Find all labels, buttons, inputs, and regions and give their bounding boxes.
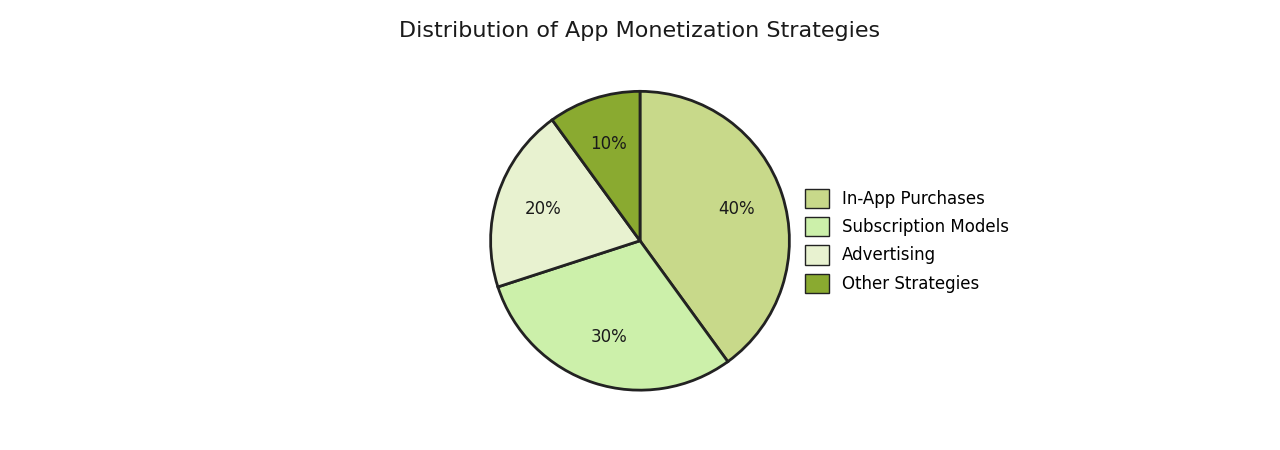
Text: 40%: 40% [718, 200, 755, 218]
Title: Distribution of App Monetization Strategies: Distribution of App Monetization Strateg… [399, 21, 881, 41]
Wedge shape [490, 120, 640, 287]
Wedge shape [552, 91, 640, 241]
Wedge shape [640, 91, 790, 362]
Legend: In-App Purchases, Subscription Models, Advertising, Other Strategies: In-App Purchases, Subscription Models, A… [805, 189, 1009, 293]
Text: 10%: 10% [590, 135, 627, 153]
Wedge shape [498, 241, 728, 390]
Text: 30%: 30% [590, 328, 627, 346]
Text: 20%: 20% [525, 200, 562, 218]
